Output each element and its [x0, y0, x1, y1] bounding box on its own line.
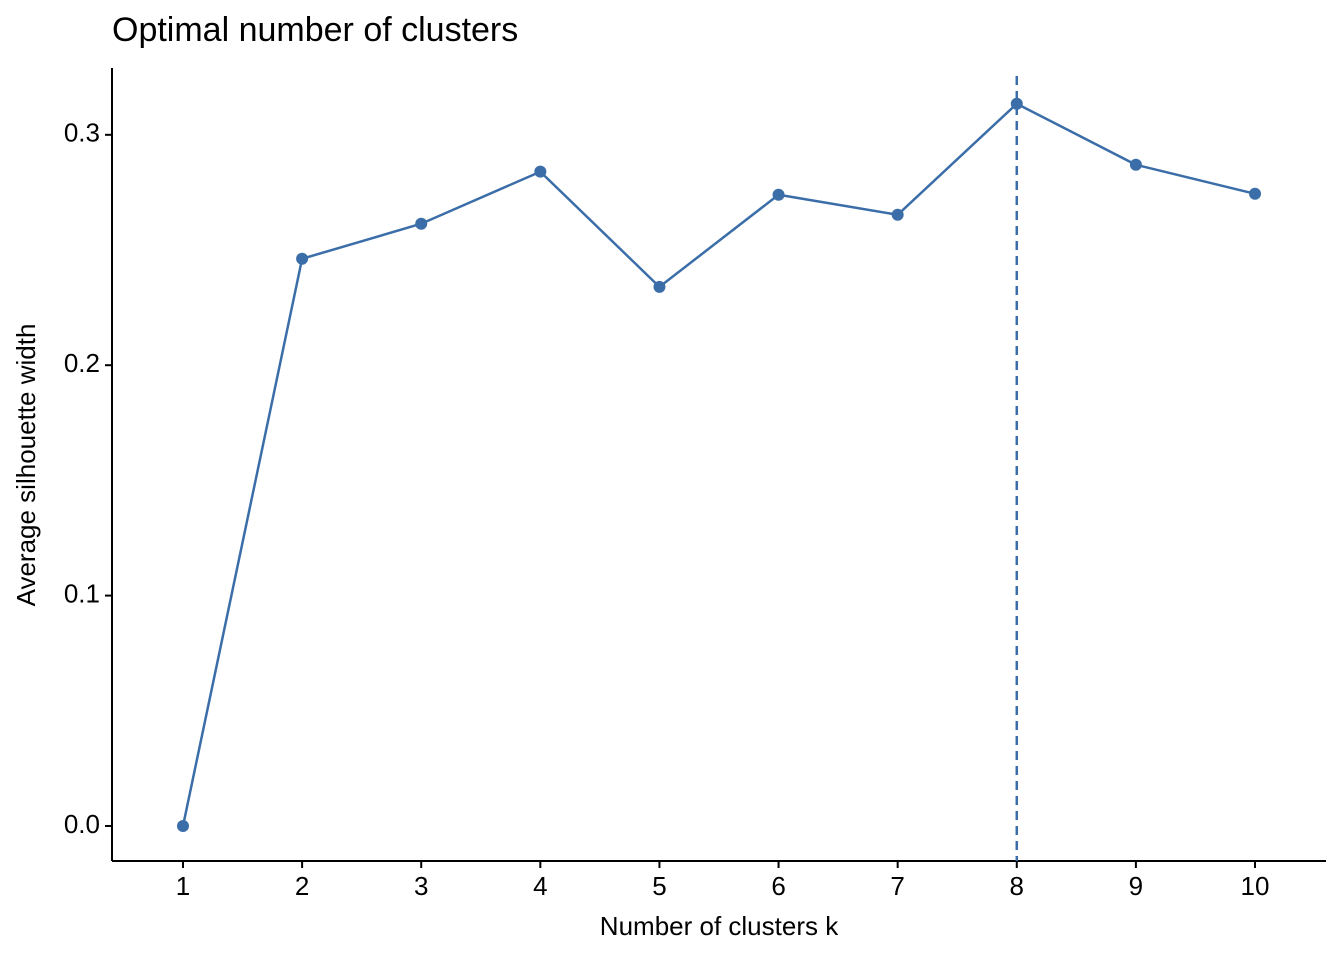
y-tick-label: 0.3: [64, 118, 100, 148]
data-point: [653, 280, 666, 293]
data-point: [772, 188, 785, 201]
data-point: [1129, 158, 1142, 171]
x-tick-label: 7: [890, 871, 904, 901]
y-axis-label: Average silhouette width: [11, 324, 41, 607]
series-line: [181, 102, 1256, 827]
y-tick-label: 0.2: [64, 348, 100, 378]
x-tick-label: 4: [533, 871, 547, 901]
chart-title: Optimal number of clusters: [112, 11, 518, 49]
x-tick-label: 5: [652, 871, 666, 901]
x-tick-label: 6: [771, 871, 785, 901]
x-tick-label: 3: [414, 871, 428, 901]
data-point: [891, 208, 904, 221]
data-point: [1010, 97, 1023, 110]
y-tick-label: 0.1: [64, 578, 100, 608]
x-tick-label: 9: [1129, 871, 1143, 901]
y-tick-label: 0.0: [64, 809, 100, 839]
data-point: [534, 165, 547, 178]
x-tick-label: 2: [295, 871, 309, 901]
data-point: [1249, 187, 1262, 200]
x-axis-label: Number of clusters k: [600, 911, 839, 941]
data-point: [296, 252, 309, 265]
data-point: [415, 217, 428, 230]
data-point: [176, 819, 189, 832]
x-tick-label: 10: [1241, 871, 1270, 901]
x-tick-label: 1: [176, 871, 190, 901]
x-tick-label: 8: [1010, 871, 1024, 901]
